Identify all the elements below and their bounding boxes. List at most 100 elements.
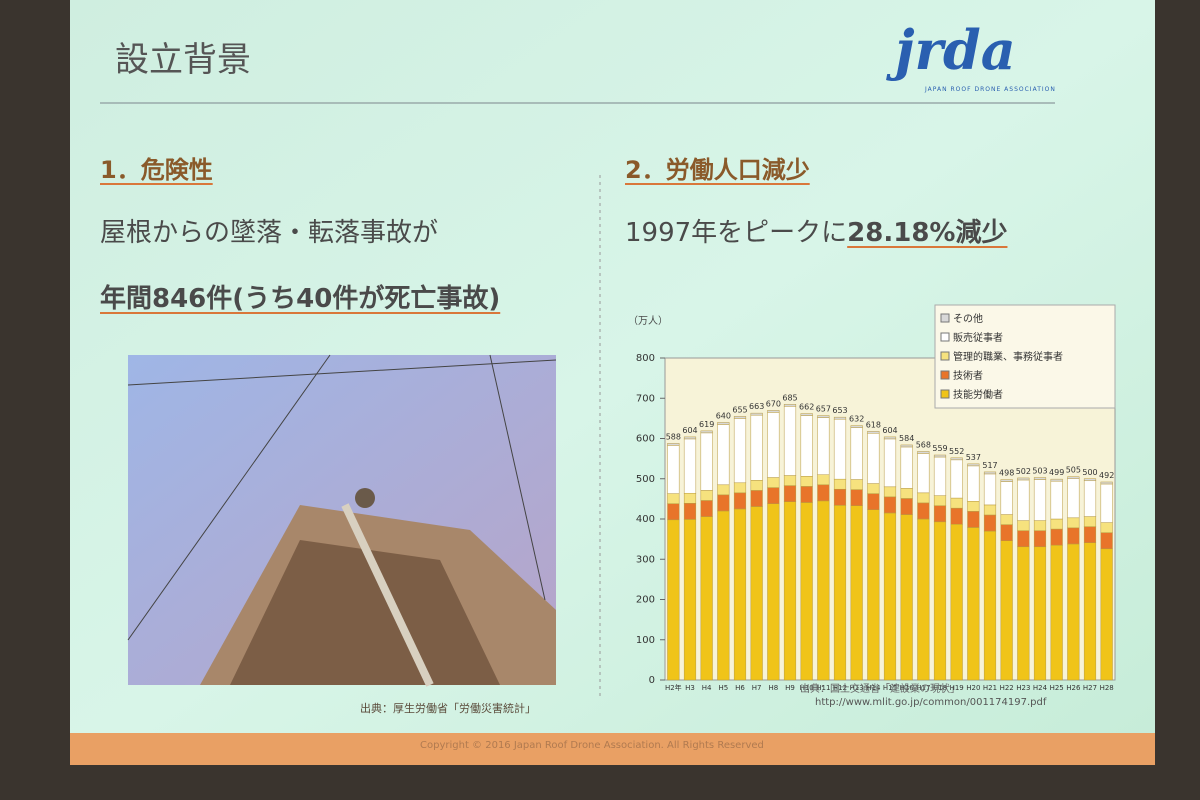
- bar-total-label: 492: [1099, 471, 1114, 480]
- bar-segment: [983, 471, 997, 475]
- y-tick-label: 300: [636, 554, 655, 565]
- bar-segment: [1017, 530, 1030, 548]
- bar-segment: [967, 511, 980, 528]
- x-tick-label: H18: [933, 684, 947, 692]
- bar-segment: [1050, 518, 1063, 530]
- bar-segment: [683, 436, 697, 440]
- legend-swatch: [940, 332, 950, 342]
- x-tick-label: H13: [850, 684, 864, 692]
- bar-segment: [850, 425, 863, 428]
- bar-segment: [900, 446, 913, 489]
- bar-segment: [1100, 483, 1113, 523]
- x-tick-label: H10: [800, 684, 814, 692]
- photo-wire: [489, 354, 546, 601]
- bar-total-label: 537: [966, 453, 981, 462]
- bar-segment: [967, 501, 980, 512]
- bar-total-label: 662: [799, 403, 814, 412]
- bar-segment: [733, 482, 747, 494]
- x-tick-label: H19: [950, 684, 964, 692]
- section-heading: 2．労働人口減少: [625, 156, 810, 184]
- bar-total-label: 604: [882, 426, 897, 435]
- bar-segment: [817, 417, 830, 475]
- bar-segment: [700, 432, 713, 491]
- photo-worker: [355, 488, 375, 508]
- bar-total-label: 657: [816, 405, 831, 414]
- legend-swatch: [940, 389, 950, 399]
- bar-segment: [783, 485, 797, 502]
- x-tick-label: H6: [735, 684, 745, 692]
- bar-segment: [783, 406, 797, 476]
- bar-segment: [1050, 480, 1063, 520]
- chart-source: 出典：国土交通省「建設業の現状」: [800, 684, 960, 695]
- bar-segment: [750, 490, 763, 507]
- chart-url: http://www.mlit.go.jp/common/001174197.p…: [815, 697, 1047, 708]
- bar-segment: [833, 418, 847, 480]
- section-highlight: 28.18%減少: [847, 218, 1008, 248]
- y-tick-label: 500: [636, 474, 655, 485]
- bar-segment: [1000, 540, 1013, 681]
- bar-segment: [1033, 477, 1047, 480]
- bar-segment: [833, 416, 847, 420]
- bar-segment: [667, 443, 680, 446]
- bar-segment: [1067, 517, 1080, 529]
- bar-segment: [900, 514, 913, 681]
- bar-segment: [983, 504, 997, 516]
- x-tick-label: H9: [785, 684, 795, 692]
- bar-segment: [1100, 522, 1113, 533]
- bar-segment: [933, 521, 947, 681]
- bar-segment: [983, 473, 997, 506]
- logo-mark: jrda: [895, 18, 1016, 82]
- bar-segment: [700, 516, 713, 681]
- bar-segment: [1033, 479, 1047, 521]
- x-tick-label: H12: [833, 684, 847, 692]
- bar-segment: [950, 459, 963, 499]
- photo-wire: [127, 359, 557, 386]
- bar-segment: [1067, 476, 1080, 479]
- bar-segment: [1000, 481, 1013, 515]
- bar-segment: [800, 476, 813, 487]
- legend-label: その他: [953, 312, 983, 325]
- bar-total-label: 618: [866, 420, 881, 429]
- bar-segment: [1050, 478, 1063, 482]
- bar-total-label: 588: [666, 432, 681, 441]
- bar-segment: [800, 413, 813, 416]
- bar-segment: [950, 523, 963, 681]
- legend-swatch: [940, 351, 950, 361]
- bar-segment: [667, 519, 680, 681]
- x-tick-label: H16: [900, 684, 915, 692]
- y-tick-label: 200: [636, 595, 655, 606]
- bar-segment: [750, 480, 763, 491]
- bar-total-label: 655: [732, 405, 747, 414]
- bar-segment: [867, 431, 880, 434]
- bar-segment: [783, 501, 797, 681]
- bar-segment: [933, 456, 947, 496]
- bar-segment: [933, 495, 947, 506]
- bar-segment: [783, 404, 797, 407]
- bar-total-label: 663: [749, 402, 764, 411]
- bar-segment: [917, 451, 930, 454]
- bar-segment: [867, 433, 880, 484]
- bar-segment: [967, 463, 980, 467]
- bar-segment: [750, 506, 763, 681]
- bar-segment: [1017, 477, 1030, 481]
- bar-segment: [733, 416, 747, 419]
- bar-total-label: 653: [832, 406, 847, 415]
- x-tick-label: H26: [1066, 684, 1081, 692]
- bar-segment: [833, 478, 847, 490]
- x-tick-label: H14: [866, 684, 881, 692]
- bar-segment: [900, 498, 913, 515]
- bar-segment: [917, 502, 930, 520]
- bar-segment: [683, 438, 697, 494]
- bar-segment: [1017, 520, 1030, 531]
- bar-total-label: 619: [699, 420, 714, 429]
- x-tick-label: H4: [702, 684, 712, 692]
- bar-segment: [1017, 546, 1030, 681]
- bar-segment: [667, 503, 680, 521]
- bar-segment: [1083, 516, 1097, 527]
- y-tick-label: 800: [636, 353, 655, 364]
- bar-segment: [817, 484, 830, 502]
- bar-segment: [917, 453, 930, 494]
- bar-segment: [1083, 480, 1097, 517]
- x-tick-label: H3: [685, 684, 695, 692]
